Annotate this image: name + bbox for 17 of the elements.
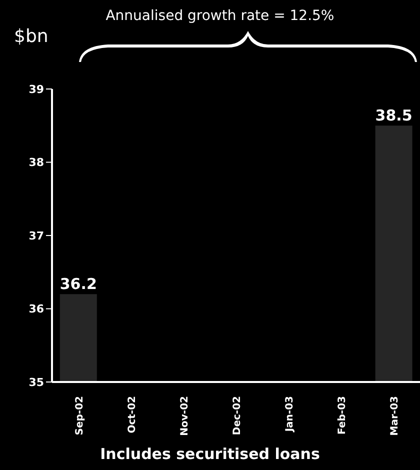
- text: Includes securitised loans: [99, 445, 321, 463]
- x-tick-label: Mar-03: [390, 396, 401, 436]
- y-tick-label: 39: [28, 82, 44, 96]
- data-label: 38.5: [375, 106, 412, 125]
- x-tick-label: Jan-03: [284, 396, 296, 433]
- y-tick-label: 38: [28, 156, 44, 170]
- y-axis-title: $bn: [14, 26, 48, 47]
- y-tick-label: 35: [28, 376, 44, 389]
- chart-title: Annualised growth rate = 12.5%: [104, 8, 336, 24]
- y-tick-label: 36: [28, 302, 44, 316]
- x-tick-label: Feb-03: [337, 396, 348, 434]
- data-label: 36.2: [60, 275, 97, 294]
- x-tick-label: Dec-02: [232, 396, 243, 436]
- x-tick-label: Oct-02: [126, 396, 138, 434]
- x-tick-label: Nov-02: [179, 396, 190, 436]
- y-tick-label: 37: [28, 229, 44, 242]
- x-tick-label: Sep-02: [74, 396, 86, 436]
